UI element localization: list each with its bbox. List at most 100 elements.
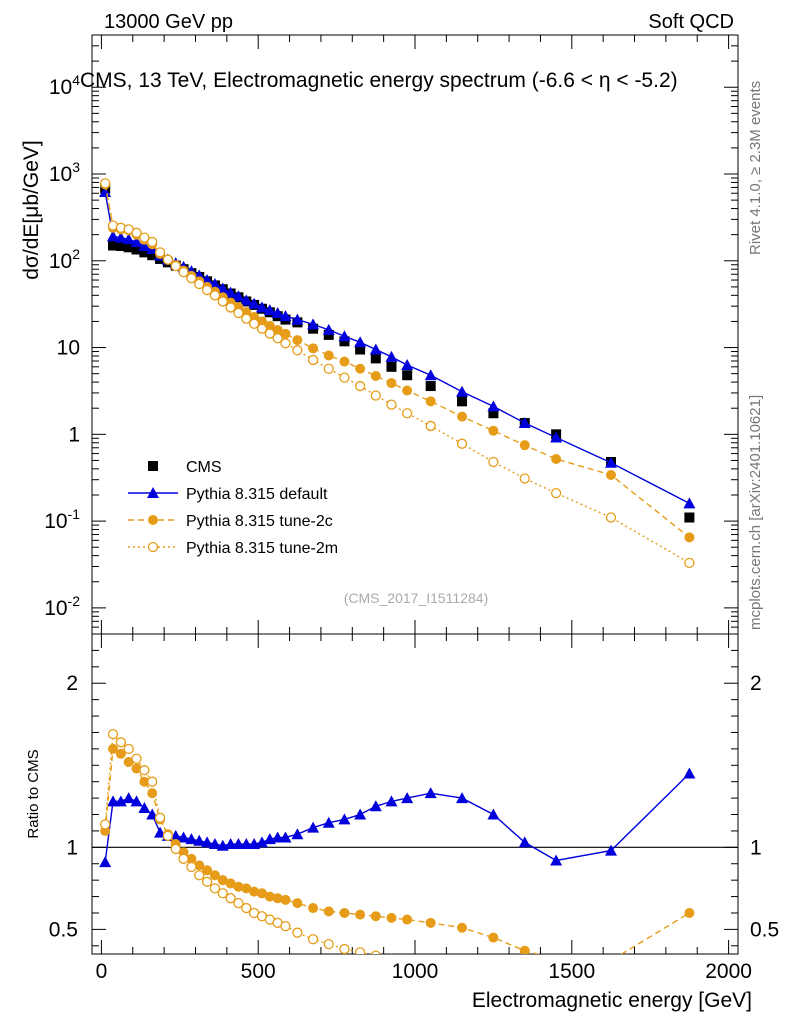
- ratio-point-pythia-8-315-tune-2c: [684, 907, 695, 918]
- data-point-pythia-8-315-tune-2m: [264, 328, 275, 339]
- main-series: [99, 178, 696, 569]
- main-y-tick-label: 103: [49, 159, 80, 186]
- ratio-point-pythia-8-315-tune-2m: [186, 861, 197, 873]
- data-point-cms: [402, 370, 413, 381]
- ratio-point-pythia-8-315-tune-2c: [386, 912, 397, 923]
- data-point-pythia-8-315-tune-2m: [280, 338, 291, 349]
- data-point-pythia-8-315-default: [224, 286, 237, 298]
- data-point-pythia-8-315-tune-2c: [339, 356, 350, 367]
- ratio-point-pythia-8-315-tune-2m: [292, 927, 303, 938]
- ratio-point-pythia-8-315-tune-2c: [241, 883, 252, 894]
- legend-label-cms: CMS: [186, 459, 222, 476]
- ratio-point-pythia-8-315-tune-2c: [147, 788, 158, 799]
- ratio-point-pythia-8-315-tune-2m: [323, 939, 334, 950]
- data-point-pythia-8-315-default: [138, 240, 151, 252]
- ratio-point-pythia-8-315-default: [369, 800, 382, 812]
- ratio-point-pythia-8-315-tune-2c: [272, 893, 283, 904]
- ratio-point-pythia-8-315-default: [224, 838, 237, 850]
- data-point-cms: [323, 329, 334, 340]
- data-point-pythia-8-315-tune-2c: [256, 316, 267, 327]
- ratio-point-pythia-8-315-tune-2m: [241, 902, 252, 914]
- ratio-point-pythia-8-315-tune-2m: [520, 968, 529, 977]
- analysis-watermark: (CMS_2017_I1511284): [344, 590, 489, 606]
- ratio-point-pythia-8-315-default: [291, 828, 304, 840]
- data-point-pythia-8-315-tune-2m: [323, 363, 334, 374]
- main-y-tick-label: 10-2: [44, 593, 80, 620]
- ratio-point-pythia-8-315-tune-2c: [519, 945, 530, 954]
- ratio-point-pythia-8-315-default: [99, 856, 112, 868]
- data-point-pythia-8-315-tune-2c: [272, 325, 283, 336]
- ratio-point-pythia-8-315-default: [193, 834, 206, 846]
- data-point-pythia-8-315-tune-2m: [354, 380, 366, 392]
- data-point-pythia-8-315-tune-2m: [550, 487, 562, 499]
- data-point-pythia-8-315-tune-2m: [209, 290, 221, 301]
- ratio-y-axis-label: Ratio to CMS: [25, 749, 42, 838]
- data-point-pythia-8-315-tune-2c: [519, 440, 530, 451]
- data-point-pythia-8-315-tune-2m: [241, 313, 252, 324]
- series-line-pythia-8-315-default: [104, 191, 690, 505]
- legend-label-pythia-8-315-tune-2c: Pythia 8.315 tune-2c: [186, 513, 333, 530]
- ratio-point-pythia-8-315-tune-2m: [170, 843, 181, 855]
- data-point-pythia-8-315-default: [369, 343, 382, 355]
- ratio-point-pythia-8-315-tune-2m: [154, 812, 166, 823]
- data-point-cms: [123, 242, 134, 253]
- legend-label-pythia-8-315-default: Pythia 8.315 default: [186, 486, 328, 503]
- data-point-pythia-8-315-default: [130, 236, 143, 248]
- ratio-point-pythia-8-315-tune-2c: [402, 914, 413, 925]
- ratio-point-pythia-8-315-tune-2c: [488, 932, 499, 943]
- header-right: Soft QCD: [648, 11, 734, 33]
- ratio-point-pythia-8-315-default: [385, 795, 398, 807]
- ratio-point-pythia-8-315-default: [604, 844, 617, 856]
- ratio-point-pythia-8-315-tune-2m: [606, 971, 615, 980]
- main-y-tick-labels: 10-2 10-1 1 10 102 103 104: [44, 72, 80, 620]
- ratio-point-pythia-8-315-default: [683, 767, 696, 779]
- ratio-y-tick-label: 1: [66, 836, 78, 859]
- ratio-point-pythia-8-315-default: [177, 831, 190, 843]
- data-point-pythia-8-315-default: [271, 307, 284, 319]
- data-point-pythia-8-315-tune-2m: [178, 266, 189, 278]
- ratio-point-pythia-8-315-default: [240, 838, 253, 850]
- data-point-pythia-8-315-tune-2c: [684, 532, 695, 543]
- data-point-pythia-8-315-default: [604, 456, 617, 468]
- ratio-point-pythia-8-315-default: [518, 836, 531, 848]
- legend-marker-pythia-8-315-tune-2c: [148, 515, 158, 525]
- data-point-pythia-8-315-tune-2m: [425, 420, 436, 432]
- data-point-pythia-8-315-tune-2m: [100, 178, 111, 189]
- ratio-point-pythia-8-315-default: [424, 787, 437, 799]
- data-point-pythia-8-315-tune-2m: [272, 333, 283, 344]
- data-point-pythia-8-315-tune-2m: [162, 254, 174, 265]
- data-point-cms: [139, 247, 150, 258]
- data-point-pythia-8-315-default: [240, 294, 253, 306]
- data-point-pythia-8-315-default: [107, 230, 120, 242]
- ratio-point-pythia-8-315-tune-2m: [131, 753, 142, 764]
- ratio-point-pythia-8-315-tune-2c: [457, 922, 468, 933]
- header-left: 13000 GeV pp: [104, 11, 233, 33]
- ratio-y-tick-label: 2: [66, 672, 78, 695]
- legend-marker-cms: [148, 461, 158, 471]
- data-point-pythia-8-315-tune-2c: [264, 320, 275, 331]
- legend: CMS Pythia 8.315 default Pythia 8.315 tune…: [128, 459, 338, 557]
- ratio-point-pythia-8-315-default: [354, 808, 367, 820]
- data-point-pythia-8-315-default: [338, 330, 351, 342]
- ratio-point-pythia-8-315-default: [487, 808, 500, 820]
- data-point-pythia-8-315-tune-2c: [386, 378, 397, 389]
- data-point-pythia-8-315-default: [99, 186, 112, 198]
- data-point-pythia-8-315-tune-2c: [323, 350, 334, 361]
- data-point-pythia-8-315-tune-2c: [292, 335, 303, 346]
- data-point-pythia-8-315-tune-2m: [292, 345, 303, 356]
- ratio-point-pythia-8-315-tune-2c: [108, 743, 119, 754]
- series-line-pythia-8-315-tune-2m: [104, 183, 690, 564]
- ratio-point-pythia-8-315-tune-2m: [307, 934, 319, 945]
- ratio-point-pythia-8-315-tune-2c: [606, 956, 616, 966]
- ratio-line-pythia-8-315-default: [104, 772, 690, 863]
- ratio-point-pythia-8-315-tune-2m: [217, 888, 228, 899]
- ratio-point-pythia-8-315-tune-2c: [249, 886, 260, 897]
- ratio-point-pythia-8-315-tune-2m: [280, 920, 291, 932]
- ratio-point-pythia-8-315-tune-2c: [115, 748, 126, 759]
- ratio-point-pythia-8-315-default: [307, 821, 320, 833]
- ratio-point-pythia-8-315-default: [401, 792, 414, 804]
- ratio-point-pythia-8-315-tune-2m: [201, 876, 213, 887]
- data-point-pythia-8-315-tune-2m: [154, 247, 166, 258]
- data-point-cms: [457, 396, 468, 407]
- main-y-tick-label: 10-1: [44, 506, 80, 533]
